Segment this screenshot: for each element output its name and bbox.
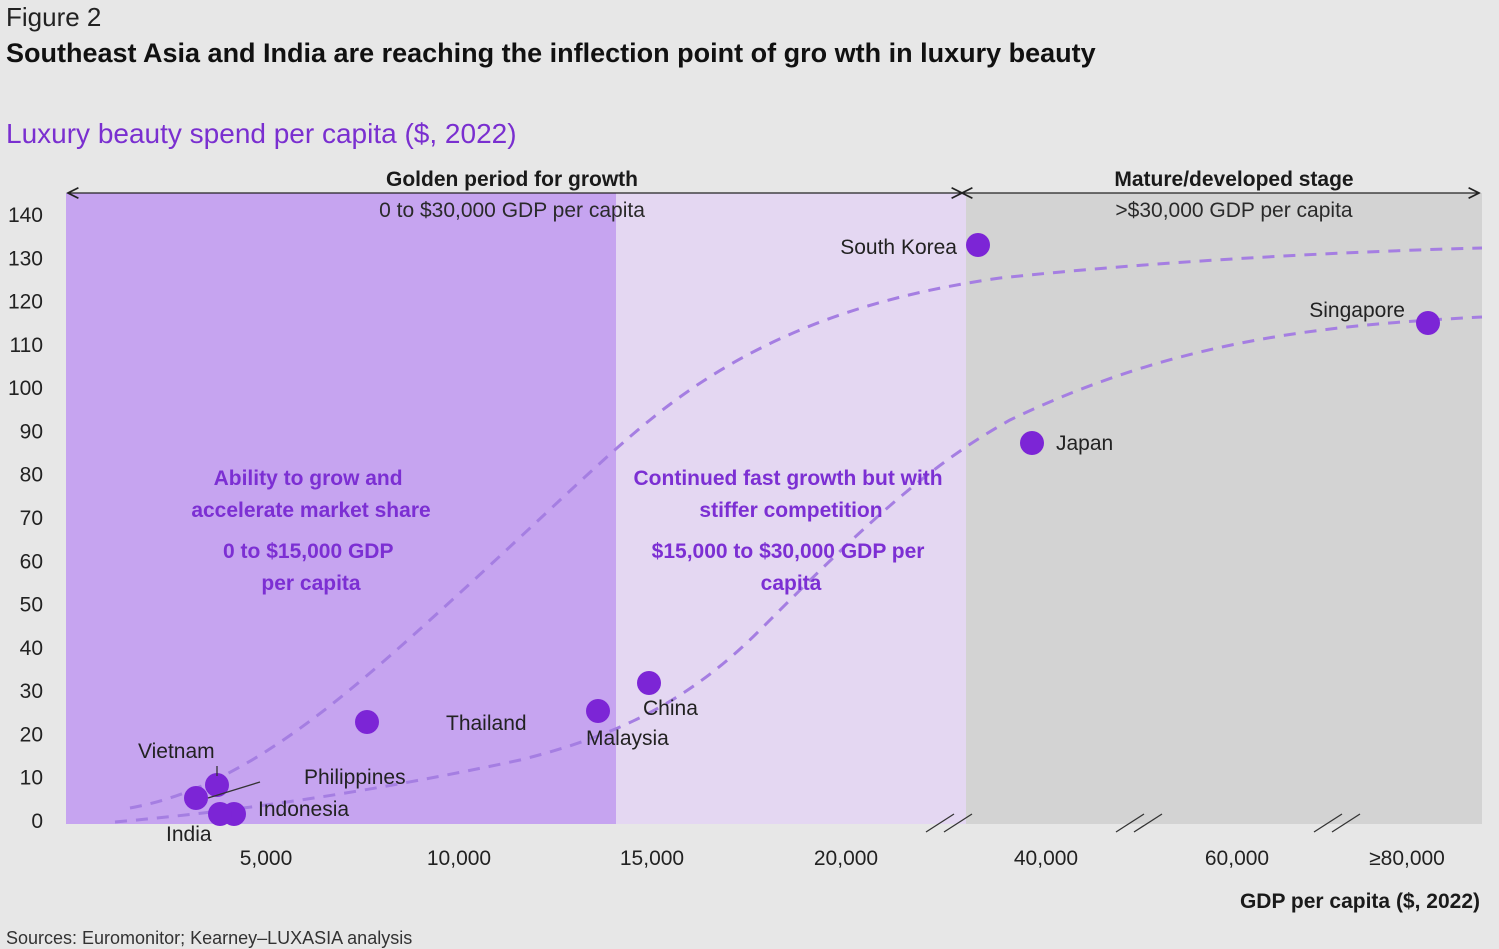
point-label-india: India: [166, 823, 212, 846]
annotation-mid-heading-text: Continued fast growth but with: [634, 467, 943, 490]
y-axis: 0 10 20 30 40 50 60 70 80 90 100 110 120 130 140: [8, 204, 43, 833]
annotation-early-range: 0 to $15,000 GDP per capita: [223, 540, 399, 595]
y-tick-label: 120: [8, 291, 43, 314]
x-tick-label: 40,000: [1014, 847, 1078, 870]
zone-range-mature: >$30,000 GDP per capita: [1115, 199, 1353, 222]
point-label-china: China: [643, 697, 698, 720]
upper-trend-curve: [129, 246, 1483, 810]
x-tick-label: ≥80,000: [1369, 847, 1445, 870]
chart-subtitle: Luxury beauty spend per capita ($, 2022): [6, 118, 517, 149]
y-tick-label: 80: [20, 464, 43, 487]
annotation-early-heading-text: Ability to grow and: [214, 467, 403, 490]
chart-title: Southeast Asia and India are reaching th…: [6, 38, 1096, 68]
y-tick-label: 130: [8, 247, 43, 270]
leader-line: [207, 781, 261, 799]
y-tick-label: 40: [20, 637, 43, 660]
sources-note: Sources: Euromonitor; Kearney–LUXASIA an…: [6, 928, 413, 948]
annotation-mid-range-text: $15,000 to $30,000 GDP per: [652, 540, 925, 563]
y-tick-label: 110: [10, 334, 43, 357]
data-point-vietnam: [205, 773, 229, 797]
annotation-mid-range: $15,000 to $30,000 GDP per capita: [652, 540, 931, 595]
data-point-japan: [1020, 431, 1044, 455]
annotation-mid-heading-text-line2: stiffer competition: [699, 499, 882, 522]
axis-break-marks: [925, 813, 1361, 833]
data-point-malaysia: [586, 699, 610, 723]
zone-mid-background: [616, 193, 966, 824]
data-point-thailand: [355, 710, 379, 734]
x-tick-label: 10,000: [427, 847, 491, 870]
annotation-early-range-text-line2: per capita: [261, 572, 361, 595]
x-tick-label: 15,000: [620, 847, 684, 870]
annotation-early-range-text: 0 to $15,000 GDP: [223, 540, 393, 563]
point-label-philippines: Philippines: [304, 766, 406, 789]
y-tick-label: 90: [20, 420, 43, 443]
x-axis-title: GDP per capita ($, 2022): [1240, 890, 1480, 913]
x-tick-label: 5,000: [240, 847, 293, 870]
y-tick-label: 60: [20, 550, 43, 573]
point-label-japan: Japan: [1056, 432, 1113, 455]
point-label-vietnam: Vietnam: [138, 740, 215, 763]
data-point-singapore: [1416, 311, 1440, 335]
data-point: [208, 802, 232, 826]
zone-range-golden: 0 to $30,000 GDP per capita: [379, 199, 645, 222]
x-axis: 5,000 10,000 15,000 20,000 40,000 60,000…: [240, 847, 1445, 870]
y-tick-label: 20: [20, 723, 43, 746]
annotation-mid-heading: Continued fast growth but with stiffer c…: [634, 467, 949, 522]
y-tick-label: 70: [20, 507, 43, 530]
data-points: [184, 233, 1440, 826]
x-tick-label: 60,000: [1205, 847, 1269, 870]
y-tick-label: 10: [20, 767, 43, 790]
y-tick-label: 30: [20, 680, 43, 703]
data-point-china: [637, 671, 661, 695]
figure-label: Figure 2: [6, 2, 102, 32]
point-label-singapore: Singapore: [1309, 299, 1405, 322]
y-tick-label: 140: [8, 204, 43, 227]
x-tick-label: 20,000: [814, 847, 878, 870]
y-tick-label: 50: [20, 594, 43, 617]
data-point-india: [184, 786, 208, 810]
y-tick-label: 100: [8, 377, 43, 400]
zone-header-mature: Mature/developed stage: [1114, 168, 1353, 191]
point-label-malaysia: Malaysia: [586, 727, 669, 750]
annotation-mid-range-text-line2: capita: [761, 572, 822, 595]
zone-early-background: [66, 193, 616, 824]
point-label-south-korea: South Korea: [840, 236, 957, 259]
y-tick-label: 0: [31, 810, 43, 833]
point-label-indonesia: Indonesia: [258, 798, 349, 821]
data-point-south-korea: [966, 233, 990, 257]
annotation-early-heading: Ability to grow and accelerate market sh…: [191, 467, 430, 522]
zone-mature-background: [966, 193, 1482, 824]
lower-trend-curve: [114, 315, 1483, 824]
point-label-thailand: Thailand: [446, 712, 527, 735]
annotation-early-heading-text-line2: accelerate market share: [191, 499, 430, 522]
zone-header-golden: Golden period for growth: [386, 168, 638, 191]
